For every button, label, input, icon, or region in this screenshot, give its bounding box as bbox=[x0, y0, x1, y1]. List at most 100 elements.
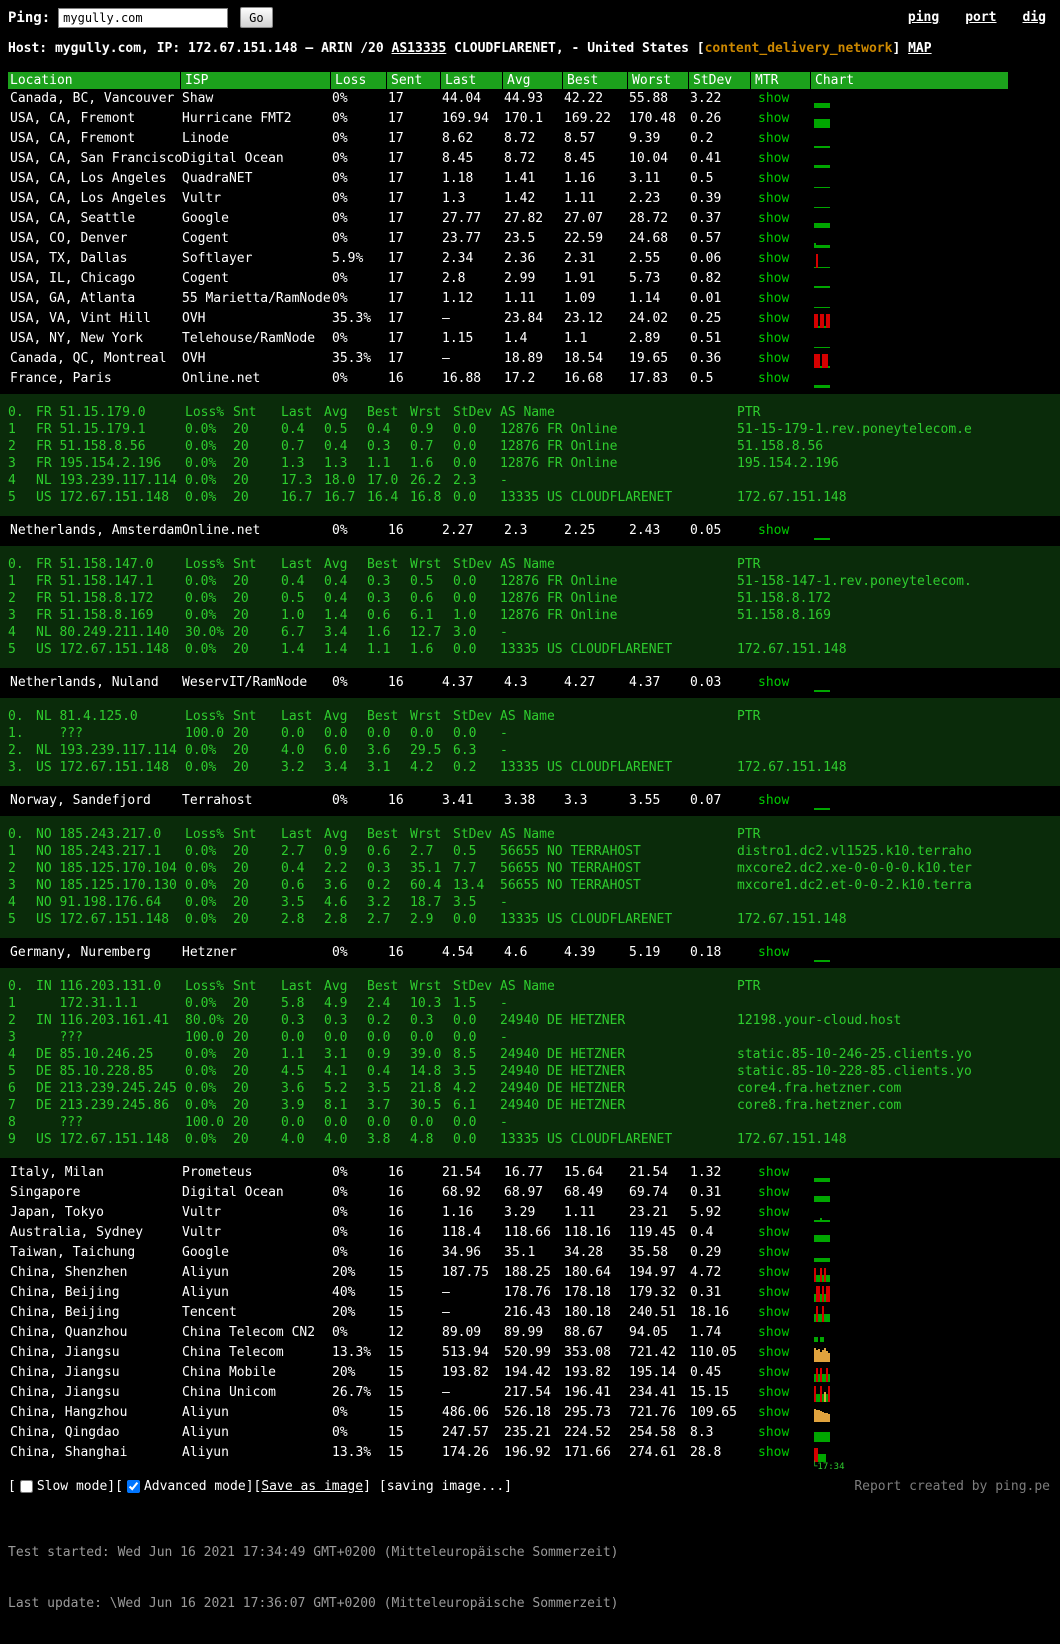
hop-last: 3.9 bbox=[281, 1098, 305, 1113]
show-link[interactable]: show bbox=[758, 251, 790, 266]
cell-stdev: 0.03 bbox=[690, 675, 722, 690]
slow-mode-checkbox[interactable] bbox=[19, 1480, 33, 1493]
footer-controls: [Slow mode][Advanced mode][Save as image… bbox=[0, 1463, 1060, 1494]
spark-bar bbox=[820, 366, 822, 368]
show-link[interactable]: show bbox=[758, 271, 790, 286]
hop-best: 0.9 bbox=[367, 1047, 391, 1062]
cell-worst: 234.41 bbox=[629, 1385, 676, 1400]
nav-link-ping[interactable]: ping bbox=[907, 10, 940, 25]
cell-mtr: show bbox=[750, 209, 810, 229]
cell-isp: Aliyun bbox=[182, 1445, 229, 1460]
hop-idx: 6 bbox=[8, 1081, 16, 1096]
show-link[interactable]: show bbox=[758, 291, 790, 306]
hop-idx: 5 bbox=[8, 642, 16, 657]
spark-bar bbox=[816, 1337, 818, 1342]
show-link[interactable]: show bbox=[758, 191, 790, 206]
go-button[interactable]: Go bbox=[240, 7, 273, 28]
spark-bar bbox=[820, 538, 822, 540]
show-link[interactable]: show bbox=[758, 1265, 790, 1280]
show-link[interactable]: show bbox=[758, 1205, 790, 1220]
show-link[interactable]: show bbox=[758, 231, 790, 246]
show-link[interactable]: show bbox=[758, 111, 790, 126]
mtr-hop-row: 1 FR 51.15.179.1 0.0% 20 0.4 0.5 0.4 0.9 0.0 1287… bbox=[8, 421, 1060, 438]
show-link[interactable]: show bbox=[758, 1385, 790, 1400]
hop-stdev: 0.0 bbox=[453, 726, 477, 741]
nav-link-dig[interactable]: dig bbox=[1022, 10, 1046, 25]
spark-bar bbox=[816, 1350, 818, 1362]
show-link[interactable]: show bbox=[758, 1245, 790, 1260]
saving-status: [saving image...] bbox=[378, 1479, 512, 1494]
spark-bar bbox=[818, 1258, 820, 1262]
show-link[interactable]: show bbox=[758, 351, 790, 366]
cell-sent: 15 bbox=[388, 1405, 404, 1420]
show-link[interactable]: show bbox=[758, 1425, 790, 1440]
show-link[interactable]: show bbox=[758, 945, 790, 960]
latency-sparkline bbox=[814, 1204, 1008, 1222]
spark-bar bbox=[822, 207, 824, 208]
hop-ptr: 172.67.151.148 bbox=[737, 490, 847, 505]
hop-snt: 20 bbox=[233, 996, 249, 1011]
show-link[interactable]: show bbox=[758, 371, 790, 386]
show-link[interactable]: show bbox=[758, 151, 790, 166]
mtr-col-header: Last bbox=[281, 979, 313, 994]
cell-loss: 0% bbox=[332, 91, 348, 106]
table-row: USA, IL, Chicago Cogent 0% 17 2.8 2.99 1.91 5.7… bbox=[8, 269, 1008, 289]
show-link[interactable]: show bbox=[758, 793, 790, 808]
show-link[interactable]: show bbox=[758, 1405, 790, 1420]
spark-bar bbox=[826, 223, 828, 228]
as-number-link[interactable]: AS13335 bbox=[391, 41, 447, 56]
show-link[interactable]: show bbox=[758, 171, 790, 186]
cell-best: 196.41 bbox=[564, 1385, 611, 1400]
cell-isp: Hetzner bbox=[182, 945, 237, 960]
show-link[interactable]: show bbox=[758, 1285, 790, 1300]
show-link[interactable]: show bbox=[758, 1365, 790, 1380]
spark-bar bbox=[818, 207, 820, 208]
spark-bar bbox=[820, 307, 822, 308]
hop-ptr bbox=[737, 725, 1060, 742]
cell-stdev: 0.41 bbox=[690, 151, 722, 166]
advanced-mode-checkbox[interactable] bbox=[126, 1480, 140, 1493]
cell-worst: 194.97 bbox=[629, 1265, 676, 1280]
spark-bar bbox=[826, 146, 828, 148]
cell-chart bbox=[810, 349, 1008, 369]
show-link[interactable]: show bbox=[758, 1185, 790, 1200]
mtr-expanded: 0. NL 81.4.125.0 Loss% Snt Last Avg Best Wrst St… bbox=[0, 698, 1060, 786]
hop-stdev: 3.5 bbox=[453, 895, 477, 910]
spark-bar bbox=[814, 690, 816, 692]
hop-host: US 172.67.151.148 bbox=[36, 760, 170, 775]
show-link[interactable]: show bbox=[758, 1325, 790, 1340]
spark-bar bbox=[814, 1235, 816, 1242]
show-link[interactable]: show bbox=[758, 91, 790, 106]
hop-best: 1.6 bbox=[367, 625, 391, 640]
hop-asname: 12876 FR Online bbox=[500, 591, 618, 606]
cell-last: 187.75 bbox=[442, 1265, 489, 1280]
show-link[interactable]: show bbox=[758, 131, 790, 146]
show-link[interactable]: show bbox=[758, 1445, 790, 1460]
show-link[interactable]: show bbox=[758, 523, 790, 538]
mtr-hop-row: 4 NO 91.198.176.64 0.0% 20 3.5 4.6 3.2 18.7 3.5 - bbox=[8, 894, 1060, 911]
show-link[interactable]: show bbox=[758, 1225, 790, 1240]
cell-last: 118.4 bbox=[442, 1225, 482, 1240]
latency-sparkline bbox=[814, 1184, 1008, 1202]
cell-best: 8.45 bbox=[564, 151, 596, 166]
show-link[interactable]: show bbox=[758, 331, 790, 346]
hop-loss: 0.0% bbox=[185, 456, 217, 471]
show-link[interactable]: show bbox=[758, 311, 790, 326]
show-link[interactable]: show bbox=[758, 211, 790, 226]
save-as-image-link[interactable]: Save as image bbox=[261, 1479, 364, 1494]
show-link[interactable]: show bbox=[758, 675, 790, 690]
spark-bar bbox=[826, 1368, 828, 1382]
cell-avg: 8.72 bbox=[504, 131, 536, 146]
table-row: USA, CA, Fremont Hurricane FMT2 0% 17 169.94… bbox=[8, 109, 1008, 129]
show-link[interactable]: show bbox=[758, 1345, 790, 1360]
spark-bar bbox=[826, 538, 828, 540]
show-link[interactable]: show bbox=[758, 1305, 790, 1320]
hop-last: 2.8 bbox=[281, 912, 305, 927]
hop-loss: 0.0% bbox=[185, 912, 217, 927]
hop-wrst: 30.5 bbox=[410, 1098, 442, 1113]
ping-host-input[interactable] bbox=[58, 7, 229, 28]
nav-link-port[interactable]: port bbox=[965, 10, 997, 25]
table-row: Canada, QC, Montreal OVH 35.3% 17 – 18.89 18.5… bbox=[8, 349, 1008, 369]
show-link[interactable]: show bbox=[758, 1165, 790, 1180]
map-link[interactable]: MAP bbox=[908, 41, 932, 56]
